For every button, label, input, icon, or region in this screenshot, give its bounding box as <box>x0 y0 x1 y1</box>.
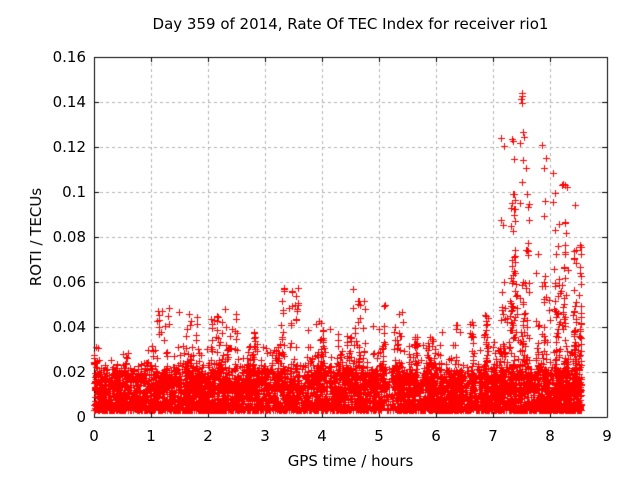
x-tick-label: 1 <box>146 427 156 445</box>
x-tick-label: 7 <box>488 427 498 445</box>
y-tick-label: 0.16 <box>52 48 86 66</box>
x-tick-label: 3 <box>260 427 270 445</box>
x-tick-label: 0 <box>89 427 99 445</box>
x-axis-label: GPS time / hours <box>287 452 414 470</box>
y-tick-label: 0.1 <box>62 183 86 201</box>
y-tick-label: 0.08 <box>52 228 86 246</box>
y-tick-label: 0 <box>76 408 86 426</box>
x-tick-label: 9 <box>602 427 612 445</box>
y-tick-label: 0.12 <box>52 138 86 156</box>
y-tick-label: 0.02 <box>52 363 86 381</box>
y-tick-label: 0.14 <box>52 93 86 111</box>
x-tick-label: 4 <box>317 427 327 445</box>
x-tick-label: 2 <box>203 427 213 445</box>
chart-title: Day 359 of 2014, Rate Of TEC Index for r… <box>152 15 549 33</box>
x-tick-label: 6 <box>431 427 441 445</box>
x-tick-label: 8 <box>545 427 555 445</box>
y-tick-label: 0.06 <box>52 273 86 291</box>
x-tick-label: 5 <box>374 427 384 445</box>
y-tick-label: 0.04 <box>52 318 86 336</box>
